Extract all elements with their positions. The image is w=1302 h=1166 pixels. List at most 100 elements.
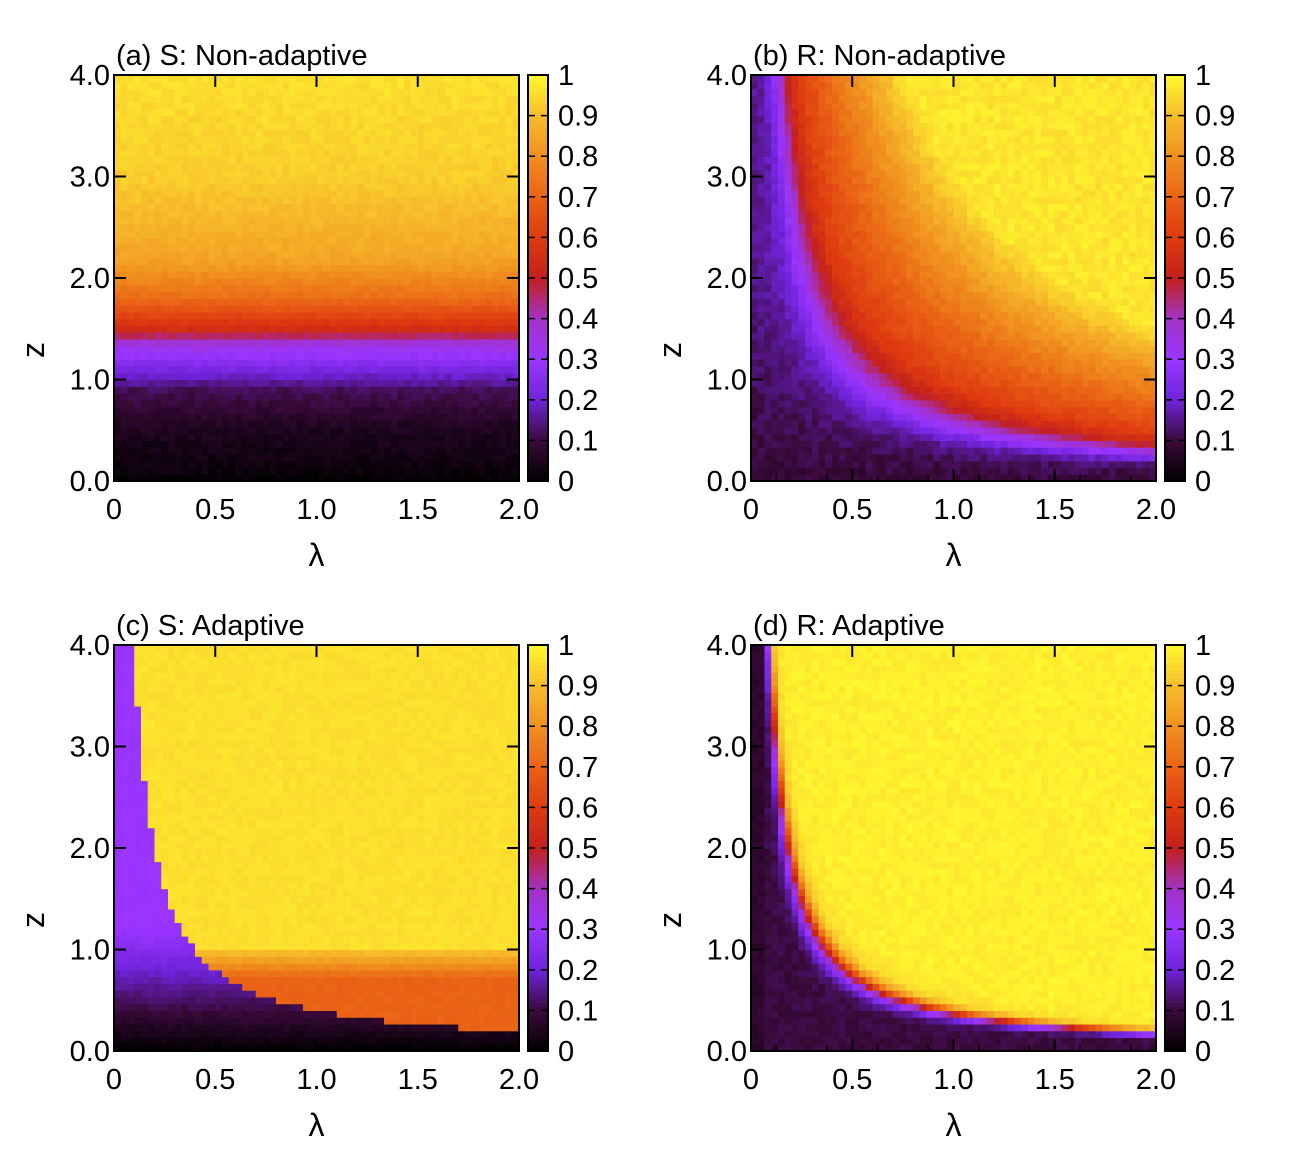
heatmap-cell xyxy=(255,102,264,110)
heatmap-cell xyxy=(357,81,365,90)
heatmap-cell xyxy=(195,332,203,340)
heatmap-cell xyxy=(397,203,405,211)
heatmap-cell xyxy=(498,156,507,164)
heatmap-cell xyxy=(195,440,203,448)
heatmap-cell xyxy=(458,406,466,414)
heatmap-cell xyxy=(771,75,779,83)
heatmap-cell xyxy=(458,474,466,482)
heatmap-cell xyxy=(154,250,162,259)
heatmap-cell xyxy=(505,433,513,441)
heatmap-cell xyxy=(458,196,466,205)
heatmap-cell xyxy=(512,190,520,198)
heatmap-cell xyxy=(141,169,149,178)
heatmap-cell xyxy=(852,311,860,320)
heatmap-cell xyxy=(431,352,439,360)
heatmap-cell xyxy=(289,447,297,455)
heatmap-cell xyxy=(370,365,378,374)
heatmap-cell xyxy=(114,264,122,272)
heatmap-cell xyxy=(330,196,338,205)
heatmap-cell xyxy=(249,426,257,435)
heatmap-cell xyxy=(134,399,142,408)
heatmap-cell xyxy=(444,75,453,83)
colorbar-swatch xyxy=(528,310,548,316)
heatmap-cell xyxy=(512,217,520,225)
heatmap-cell xyxy=(431,393,439,401)
heatmap-cell xyxy=(444,291,453,299)
heatmap-cell xyxy=(417,433,426,441)
heatmap-cell xyxy=(512,142,520,151)
heatmap-cell xyxy=(350,122,358,130)
heatmap-cell xyxy=(269,298,277,306)
heatmap-cell xyxy=(757,210,766,218)
heatmap-cell xyxy=(201,420,210,428)
heatmap-cell xyxy=(343,108,351,117)
heatmap-cell xyxy=(262,447,270,455)
heatmap-cell xyxy=(343,88,351,96)
heatmap-cell xyxy=(141,474,149,482)
heatmap-cell xyxy=(134,352,142,360)
heatmap-cell xyxy=(505,440,513,448)
heatmap-cell xyxy=(872,196,880,205)
heatmap-cell xyxy=(114,88,122,96)
heatmap-cell xyxy=(228,102,237,110)
heatmap-cell xyxy=(242,75,250,83)
heatmap-cell xyxy=(845,149,853,157)
heatmap-cell xyxy=(316,433,324,441)
heatmap-cell xyxy=(316,393,324,401)
heatmap-cell xyxy=(363,474,372,482)
heatmap-cell xyxy=(296,237,304,245)
heatmap-cell xyxy=(757,474,766,482)
x-tick-label: 1.0 xyxy=(296,494,336,526)
heatmap-cell xyxy=(242,88,250,96)
heatmap-cell xyxy=(818,88,826,96)
heatmap-cell xyxy=(350,460,358,469)
heatmap-cell xyxy=(865,115,874,123)
heatmap-cell xyxy=(181,122,189,130)
heatmap-cell xyxy=(154,190,162,198)
heatmap-cell xyxy=(154,365,162,374)
heatmap-cell xyxy=(492,453,500,462)
heatmap-cell xyxy=(791,162,799,171)
heatmap-cell xyxy=(458,156,466,164)
heatmap-cell xyxy=(147,291,156,299)
heatmap-cell xyxy=(879,291,887,299)
heatmap-cell xyxy=(798,75,806,83)
heatmap-cell xyxy=(195,264,203,272)
heatmap-cell xyxy=(120,257,129,266)
heatmap-cell xyxy=(168,365,176,374)
heatmap-cell xyxy=(424,237,432,245)
heatmap-cell xyxy=(832,284,840,293)
heatmap-cell xyxy=(791,284,799,293)
heatmap-cell xyxy=(424,183,432,191)
heatmap-cell xyxy=(498,345,507,354)
heatmap-cell xyxy=(350,217,358,225)
heatmap-cell xyxy=(411,372,419,381)
heatmap-cell xyxy=(811,474,820,482)
heatmap-cell xyxy=(859,447,867,455)
heatmap-cell xyxy=(451,474,459,482)
heatmap-cell xyxy=(818,271,826,279)
heatmap-cell xyxy=(886,406,894,414)
heatmap-cell xyxy=(201,325,210,333)
heatmap-cell xyxy=(255,95,264,103)
heatmap-cell xyxy=(255,359,264,367)
heatmap-cell xyxy=(343,359,351,367)
heatmap-cell xyxy=(798,217,806,225)
heatmap-cell xyxy=(791,379,799,387)
heatmap-cell xyxy=(832,291,840,299)
heatmap-cell xyxy=(127,426,135,435)
heatmap-cell xyxy=(431,365,439,374)
heatmap-cell xyxy=(764,183,772,191)
heatmap-cell xyxy=(512,393,520,401)
colorbar-swatch xyxy=(528,403,548,409)
heatmap-cell xyxy=(471,102,480,110)
heatmap-cell xyxy=(471,203,480,211)
heatmap-cell xyxy=(134,325,142,333)
heatmap-cell xyxy=(276,447,284,455)
heatmap-cell xyxy=(269,122,277,130)
heatmap-cell xyxy=(255,406,264,414)
heatmap-cell xyxy=(492,95,500,103)
heatmap-cell xyxy=(330,318,338,326)
heatmap-cell xyxy=(886,426,894,435)
heatmap-cell xyxy=(235,169,243,178)
